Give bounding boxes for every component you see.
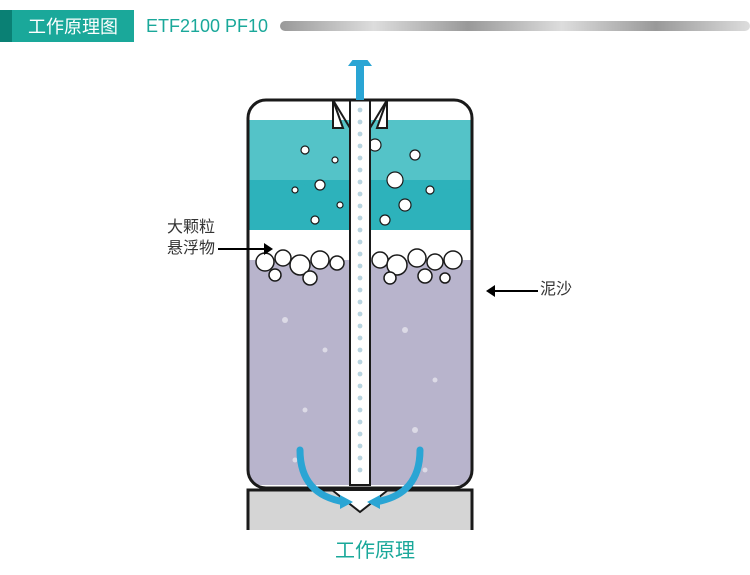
label-sediment: 泥沙 [540, 280, 572, 301]
header-model: ETF2100 PF10 [146, 16, 268, 37]
header-accent-bar [0, 10, 12, 42]
arrow-particles [218, 248, 268, 250]
arrow-sediment-head [486, 285, 495, 297]
header-strip [280, 21, 750, 31]
header-badge: 工作原理图 [12, 10, 134, 42]
arrow-sediment [494, 290, 538, 292]
diagram-svg [245, 60, 475, 530]
arrow-particles-head [264, 243, 273, 255]
label-particles: 大颗粒 悬浮物 [155, 218, 215, 260]
header: 工作原理图 ETF2100 PF10 [0, 10, 750, 42]
diagram-caption: 工作原理 [335, 534, 415, 563]
filter-diagram [245, 60, 505, 535]
